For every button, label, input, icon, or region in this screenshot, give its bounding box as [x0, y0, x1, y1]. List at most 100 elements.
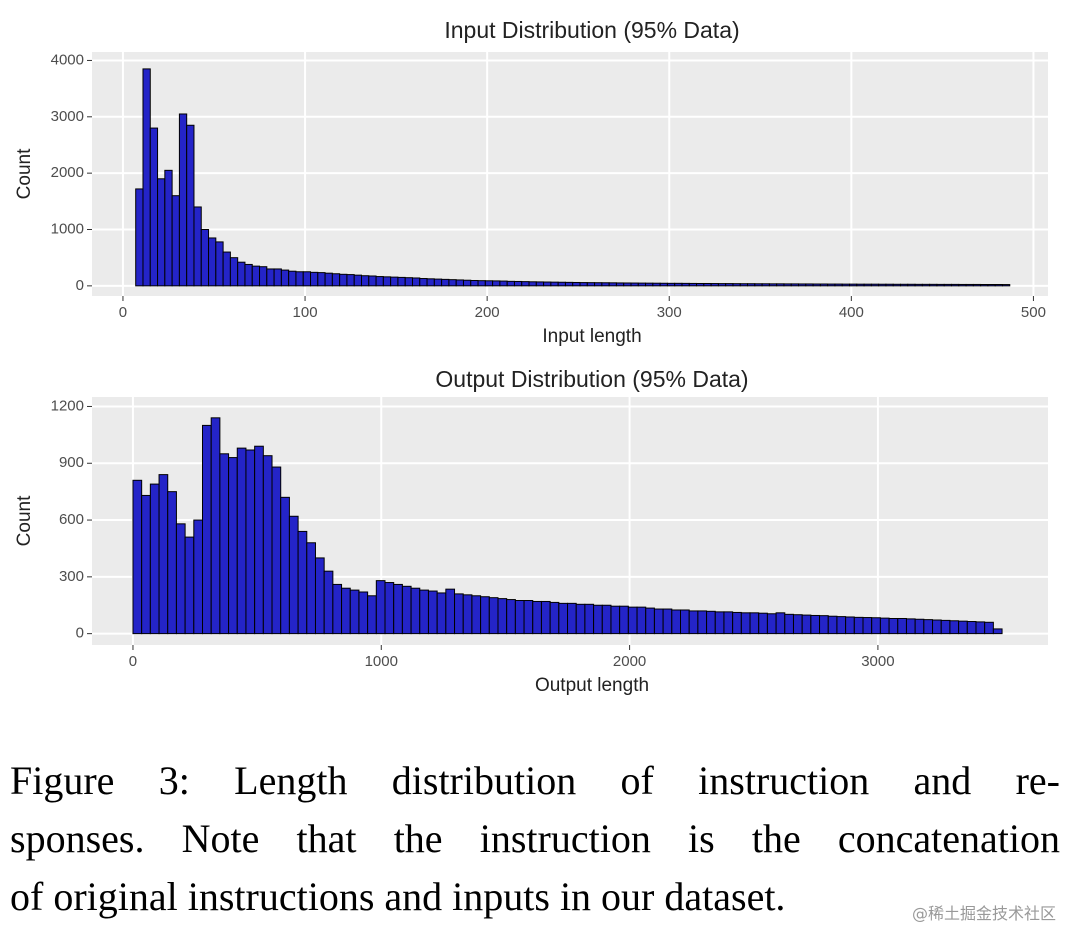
bar	[900, 283, 909, 287]
bar	[586, 282, 596, 287]
bar	[754, 283, 763, 287]
bar	[853, 616, 864, 635]
bar	[610, 605, 621, 635]
bar	[567, 602, 577, 635]
bar	[790, 283, 800, 287]
bar	[419, 278, 428, 287]
bar	[863, 283, 872, 287]
bar	[149, 483, 160, 635]
bar	[636, 606, 647, 635]
bar	[219, 453, 230, 635]
bar	[784, 613, 794, 635]
bar	[324, 272, 333, 287]
bar	[623, 282, 632, 287]
bar	[236, 447, 247, 635]
bar	[193, 519, 203, 635]
bar	[827, 283, 836, 287]
bar	[514, 600, 525, 635]
bar	[488, 597, 499, 635]
y-axis-label: Count	[14, 148, 35, 199]
watermark: @稀土掘金技术社区	[912, 904, 1057, 923]
y-tick-label: 1000	[51, 220, 84, 237]
bar	[528, 281, 537, 287]
bar	[441, 278, 450, 287]
bar	[164, 169, 173, 287]
bar	[972, 283, 982, 287]
bar	[513, 280, 523, 287]
bar	[992, 628, 1003, 635]
bar	[142, 68, 151, 287]
y-tick-label: 1200	[51, 397, 84, 414]
bar	[302, 271, 312, 287]
bar	[132, 479, 143, 635]
bar	[819, 283, 829, 287]
bar	[564, 281, 574, 287]
bar	[671, 609, 681, 635]
x-tick-label: 100	[293, 304, 318, 321]
bar	[703, 282, 712, 287]
caption-line: sponses. Note that the instruction is th…	[10, 816, 1060, 861]
bar	[455, 279, 464, 287]
bar	[506, 599, 516, 635]
bar	[897, 617, 907, 635]
bar	[259, 266, 268, 287]
bar	[584, 603, 595, 635]
bar	[878, 283, 887, 287]
bar	[462, 594, 473, 635]
bar	[314, 557, 325, 635]
bar	[932, 619, 942, 635]
bar	[266, 268, 275, 287]
bar	[627, 606, 638, 635]
bar	[747, 283, 756, 287]
bar	[783, 283, 792, 287]
bar	[208, 237, 217, 287]
bar	[295, 271, 304, 287]
bar	[679, 609, 690, 635]
bar	[167, 491, 177, 635]
bar	[696, 282, 705, 287]
bar	[923, 619, 934, 635]
bar	[193, 206, 202, 287]
bar	[723, 611, 734, 635]
bar	[714, 611, 725, 635]
y-tick-label: 900	[59, 454, 84, 471]
bar	[966, 621, 977, 635]
y-tick-label: 4000	[51, 51, 84, 68]
caption-line: Figure 3: Length distribution of instruc…	[10, 758, 1060, 803]
bar	[812, 283, 821, 287]
bar	[856, 283, 865, 287]
bar	[382, 276, 392, 287]
bar	[994, 284, 1003, 287]
bar	[653, 608, 664, 635]
bar	[879, 617, 890, 635]
y-axis-label: Count	[14, 495, 35, 546]
bar	[630, 282, 639, 287]
bar	[135, 188, 144, 287]
bar	[1001, 284, 1011, 287]
bar	[521, 281, 530, 287]
bar	[766, 613, 777, 635]
bar	[262, 455, 273, 635]
bar	[980, 284, 989, 287]
bar	[471, 595, 482, 635]
bar	[572, 281, 581, 287]
bar	[497, 598, 508, 635]
bar	[697, 610, 708, 635]
bar	[834, 283, 843, 287]
bar	[523, 600, 534, 635]
bar	[905, 618, 916, 635]
bar	[245, 449, 256, 635]
bar	[841, 283, 851, 287]
y-tick-label: 300	[59, 568, 84, 585]
bar	[244, 263, 253, 287]
bar	[870, 283, 880, 287]
bar	[732, 283, 741, 287]
bar	[619, 605, 629, 635]
bar	[157, 178, 166, 287]
bar	[397, 276, 406, 287]
bar	[949, 620, 960, 635]
y-tick-label: 600	[59, 511, 84, 528]
bar	[871, 617, 881, 635]
bar	[288, 515, 299, 635]
